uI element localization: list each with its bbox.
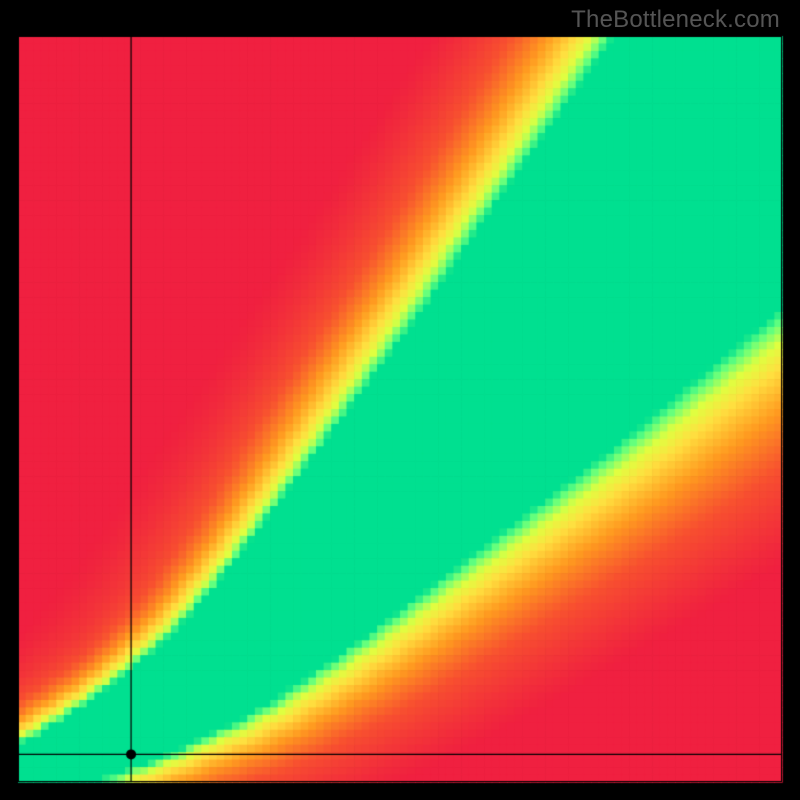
chart-container: TheBottleneck.com bbox=[0, 0, 800, 800]
heatmap-canvas bbox=[0, 0, 800, 800]
watermark-text: TheBottleneck.com bbox=[571, 6, 780, 34]
